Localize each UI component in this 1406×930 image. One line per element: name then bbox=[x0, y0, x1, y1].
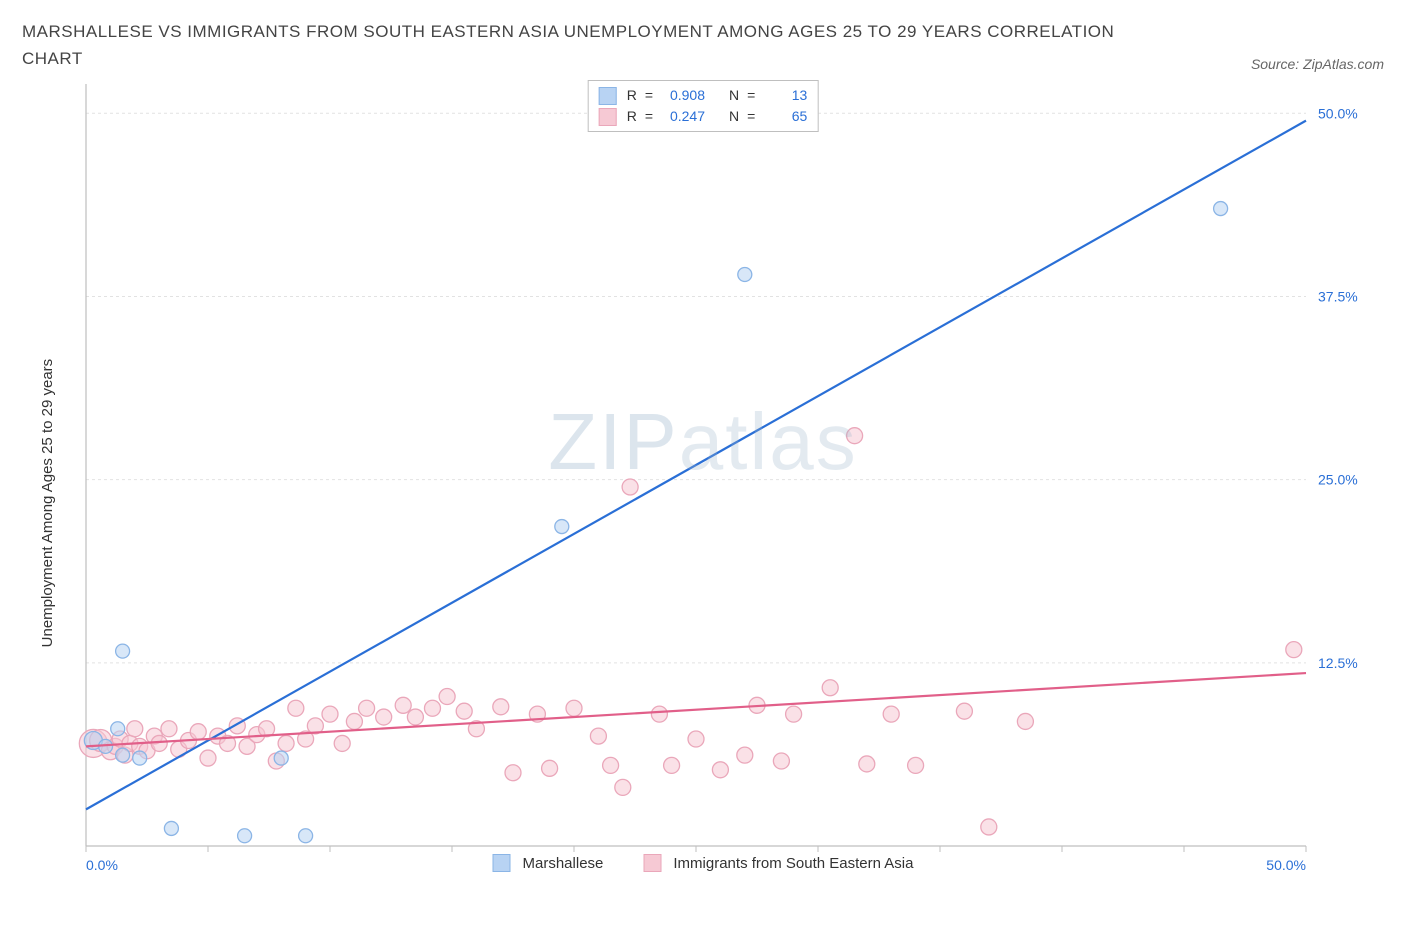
data-point bbox=[738, 268, 752, 282]
data-point bbox=[493, 699, 509, 715]
legend-label-immigrants: Immigrants from South Eastern Asia bbox=[673, 855, 913, 872]
data-point bbox=[651, 706, 667, 722]
data-point bbox=[407, 709, 423, 725]
data-point bbox=[278, 736, 294, 752]
data-point bbox=[981, 819, 997, 835]
n-value-marshallese: 13 bbox=[763, 85, 807, 106]
data-point bbox=[664, 758, 680, 774]
svg-text:Unemployment Among Ages 25 to: Unemployment Among Ages 25 to 29 years bbox=[39, 359, 56, 648]
data-point bbox=[566, 701, 582, 717]
data-point bbox=[376, 709, 392, 725]
data-point bbox=[299, 829, 313, 843]
data-point bbox=[395, 698, 411, 714]
data-point bbox=[555, 520, 569, 534]
data-point bbox=[111, 722, 125, 736]
swatch-marshallese-bottom bbox=[493, 854, 511, 872]
data-point bbox=[127, 721, 143, 737]
regression-line bbox=[86, 121, 1306, 810]
data-point bbox=[151, 736, 167, 752]
data-point bbox=[456, 704, 472, 720]
data-point bbox=[116, 644, 130, 658]
data-point bbox=[603, 758, 619, 774]
data-point bbox=[322, 706, 338, 722]
chart-container: R= 0.908 N= 13 R= 0.247 N= 65 ZIPatlas 1… bbox=[22, 78, 1384, 905]
data-point bbox=[847, 428, 863, 444]
swatch-immigrants-bottom bbox=[643, 854, 661, 872]
data-point bbox=[737, 748, 753, 764]
swatch-immigrants bbox=[599, 108, 617, 126]
source-label: Source: ZipAtlas.com bbox=[1251, 56, 1384, 72]
data-point bbox=[439, 689, 455, 705]
svg-text:50.0%: 50.0% bbox=[1266, 857, 1306, 873]
data-point bbox=[859, 756, 875, 772]
data-point bbox=[688, 731, 704, 747]
data-point bbox=[883, 706, 899, 722]
data-point bbox=[773, 753, 789, 769]
svg-text:37.5%: 37.5% bbox=[1318, 289, 1358, 305]
stats-legend: R= 0.908 N= 13 R= 0.247 N= 65 bbox=[588, 80, 819, 132]
data-point bbox=[116, 749, 130, 763]
data-point bbox=[622, 479, 638, 495]
data-point bbox=[274, 751, 288, 765]
svg-text:0.0%: 0.0% bbox=[86, 857, 118, 873]
data-point bbox=[956, 704, 972, 720]
stats-row-marshallese: R= 0.908 N= 13 bbox=[599, 85, 808, 106]
data-point bbox=[334, 736, 350, 752]
data-point bbox=[346, 714, 362, 730]
data-point bbox=[590, 728, 606, 744]
r-value-immigrants: 0.247 bbox=[661, 106, 705, 127]
data-point bbox=[615, 780, 631, 796]
data-point bbox=[190, 724, 206, 740]
svg-text:25.0%: 25.0% bbox=[1318, 472, 1358, 488]
svg-text:50.0%: 50.0% bbox=[1318, 106, 1358, 122]
data-point bbox=[288, 701, 304, 717]
scatter-plot: 12.5% 25.0% 37.5% 50.0% 0.0% 50.0% Unemploymen… bbox=[22, 78, 1384, 900]
data-point bbox=[786, 706, 802, 722]
data-point bbox=[1017, 714, 1033, 730]
r-value-marshallese: 0.908 bbox=[661, 85, 705, 106]
data-point bbox=[505, 765, 521, 781]
data-point bbox=[1286, 642, 1302, 658]
stats-row-immigrants: R= 0.247 N= 65 bbox=[599, 106, 808, 127]
data-point bbox=[1214, 202, 1228, 216]
data-point bbox=[822, 680, 838, 696]
data-point bbox=[164, 822, 178, 836]
data-point bbox=[542, 761, 558, 777]
chart-title: MARSHALLESE VS IMMIGRANTS FROM SOUTH EAS… bbox=[22, 18, 1122, 72]
data-point bbox=[238, 829, 252, 843]
data-point bbox=[908, 758, 924, 774]
data-point bbox=[133, 751, 147, 765]
data-point bbox=[359, 701, 375, 717]
legend-item-marshallese: Marshallese bbox=[493, 854, 604, 872]
data-point bbox=[712, 762, 728, 778]
series-legend: Marshallese Immigrants from South Easter… bbox=[493, 854, 914, 872]
legend-label-marshallese: Marshallese bbox=[523, 855, 604, 872]
n-value-immigrants: 65 bbox=[763, 106, 807, 127]
legend-item-immigrants: Immigrants from South Eastern Asia bbox=[643, 854, 913, 872]
data-point bbox=[200, 750, 216, 766]
swatch-marshallese bbox=[599, 87, 617, 105]
svg-text:12.5%: 12.5% bbox=[1318, 655, 1358, 671]
data-point bbox=[424, 701, 440, 717]
data-point bbox=[161, 721, 177, 737]
